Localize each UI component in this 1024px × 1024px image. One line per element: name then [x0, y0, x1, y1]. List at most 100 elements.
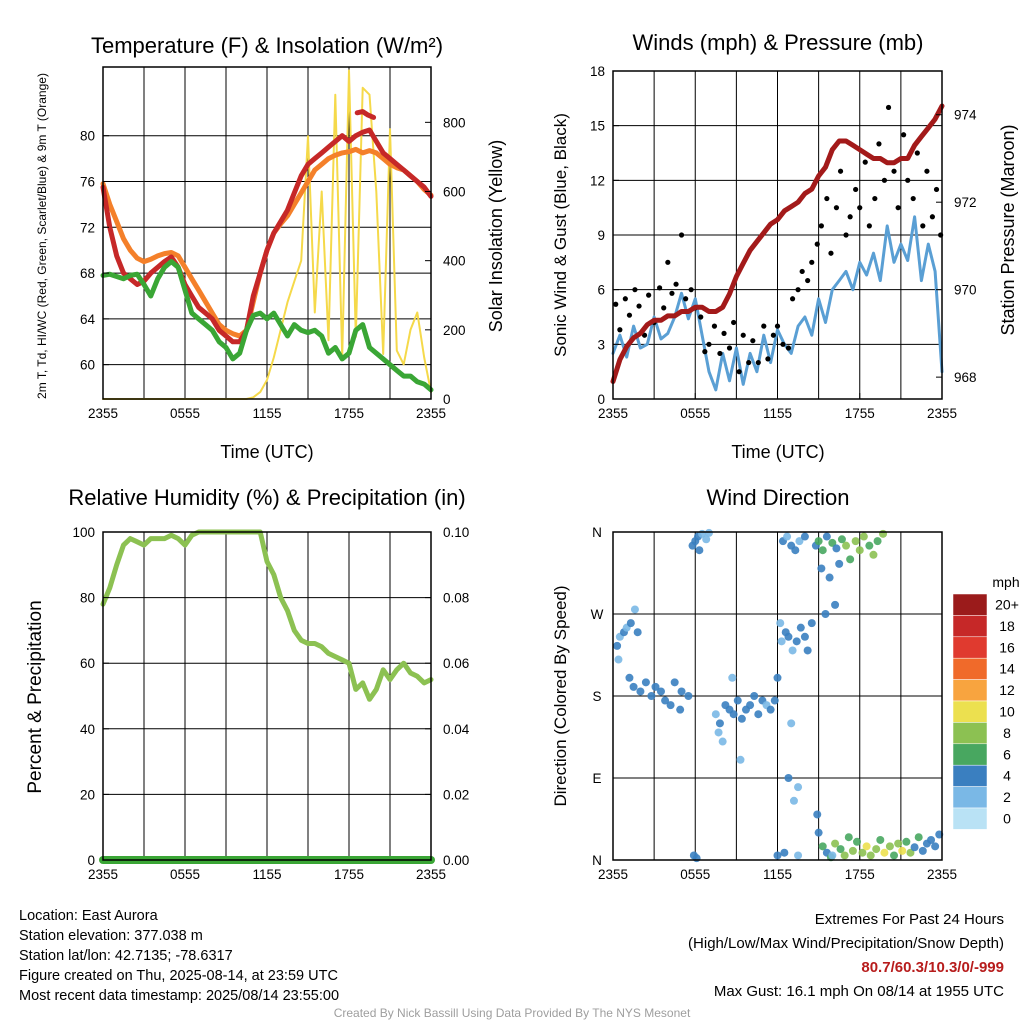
direction-point: [676, 705, 685, 714]
gust-point: [765, 356, 771, 362]
gust-point: [795, 287, 801, 293]
gust-point: [847, 214, 853, 220]
direction-point: [846, 555, 855, 564]
y-axis-tick-label: E: [592, 771, 601, 786]
y-axis-tick-label: 80: [80, 129, 95, 144]
legend-swatch: [952, 807, 988, 830]
legend-swatch: [952, 679, 988, 702]
legend-label: 20+: [995, 597, 1019, 613]
direction-point: [890, 851, 899, 860]
x-tick-label: 2355: [927, 406, 957, 421]
legend-swatch: [952, 657, 988, 680]
direction-point: [800, 632, 809, 641]
legend-swatch: [952, 722, 988, 745]
y2-axis-tick-label: 0.02: [443, 787, 469, 802]
direction-point: [780, 848, 789, 857]
legend-swatch: [952, 615, 988, 638]
gust-point: [717, 350, 723, 357]
direction-point: [770, 696, 779, 705]
gust-point: [905, 177, 911, 183]
station-elevation: Station elevation: 377.038 m: [19, 928, 203, 944]
x-tick-label: 1155: [763, 406, 792, 421]
y-axis-label: 2m T, Td, HI/WC (Red, Green, Scarlet/Blu…: [35, 73, 49, 399]
y2-axis-label: Station Pressure (Maroon): [998, 124, 1018, 335]
x-tick-label: 1155: [252, 867, 281, 882]
y-axis-tick-label: 40: [80, 722, 95, 737]
direction-point: [902, 837, 911, 846]
direction-point: [796, 623, 805, 632]
legend-label: 2: [1003, 789, 1011, 805]
direction-point: [831, 839, 840, 848]
direction-point: [666, 701, 675, 710]
direction-point: [807, 619, 816, 628]
direction-point: [906, 848, 915, 857]
direction-point: [728, 673, 737, 682]
chart-panel-2: 2355 0555 1155 1755 235503691215189689709729…: [551, 30, 1018, 462]
legend-label: 0: [1003, 811, 1011, 827]
direction-point: [818, 842, 827, 851]
y2-axis-tick-label: 0.04: [443, 722, 470, 737]
direction-point: [684, 692, 693, 700]
gust-point: [721, 330, 727, 336]
legend-swatch: [952, 593, 988, 616]
y-axis-tick-label: 18: [590, 64, 605, 79]
direction-point: [835, 559, 844, 568]
y-axis-tick-label: 15: [590, 119, 605, 134]
direction-point: [855, 546, 864, 555]
direction-point: [695, 546, 704, 555]
y-axis-tick-label: 72: [80, 220, 95, 235]
direction-point: [842, 541, 851, 550]
chart-title: Wind Direction: [706, 485, 849, 510]
direction-point: [729, 710, 738, 719]
extremes-values: 80.7/60.3/10.3/0/-999: [861, 959, 1004, 976]
gust-point: [726, 345, 733, 351]
gust-point: [626, 312, 633, 318]
x-tick-label: 2355: [416, 406, 446, 421]
gust-point: [632, 287, 638, 293]
direction-point: [636, 687, 645, 696]
y2-axis-tick-label: 968: [954, 370, 977, 385]
direction-point: [704, 528, 713, 537]
direction-point: [885, 842, 894, 851]
direction-point: [702, 535, 711, 544]
direction-point: [914, 833, 923, 842]
x-axis-label: Time (UTC): [731, 442, 824, 462]
legend-label: 8: [1003, 725, 1011, 741]
direction-point: [656, 687, 665, 696]
gust-point: [657, 285, 663, 291]
direction-point: [791, 546, 800, 555]
y-axis-tick-label: 60: [80, 358, 95, 373]
gust-point: [646, 292, 652, 298]
x-tick-label: 2355: [598, 867, 628, 882]
direction-point: [803, 646, 812, 655]
gust-point: [683, 296, 689, 302]
direction-point: [776, 619, 785, 628]
direction-point: [766, 705, 775, 714]
legend-label: 18: [999, 618, 1015, 634]
chart-panel-3: 2355 0555 1155 1755 23550204060801000.000.02…: [25, 485, 470, 882]
legend-title: mph: [992, 574, 1019, 590]
legend-label: 16: [999, 639, 1015, 655]
direction-point: [788, 646, 797, 655]
legend-label: 14: [999, 661, 1015, 677]
gust-point: [818, 223, 824, 229]
direction-point: [814, 828, 823, 837]
gust-point: [799, 268, 805, 275]
y-axis-tick-label: W: [591, 607, 604, 622]
y-axis-tick-label: 20: [80, 787, 95, 802]
direction-point: [898, 846, 907, 855]
direction-point: [625, 673, 634, 682]
direction-point: [927, 835, 936, 844]
gust-point: [866, 223, 872, 229]
gust-point: [661, 305, 667, 311]
y-axis-tick-label: 12: [590, 173, 605, 188]
gust-point: [876, 141, 882, 147]
gust-point: [785, 345, 792, 351]
speed-legend: mph 20+ 18 16 14 12 10 8 6 4 2 0: [952, 574, 1020, 830]
series-line-heat-index: [354, 109, 377, 120]
plot-frame: [102, 66, 432, 400]
gust-point: [809, 259, 815, 265]
x-tick-label: 1155: [252, 406, 281, 421]
series-line-station-pressure: [610, 103, 945, 384]
